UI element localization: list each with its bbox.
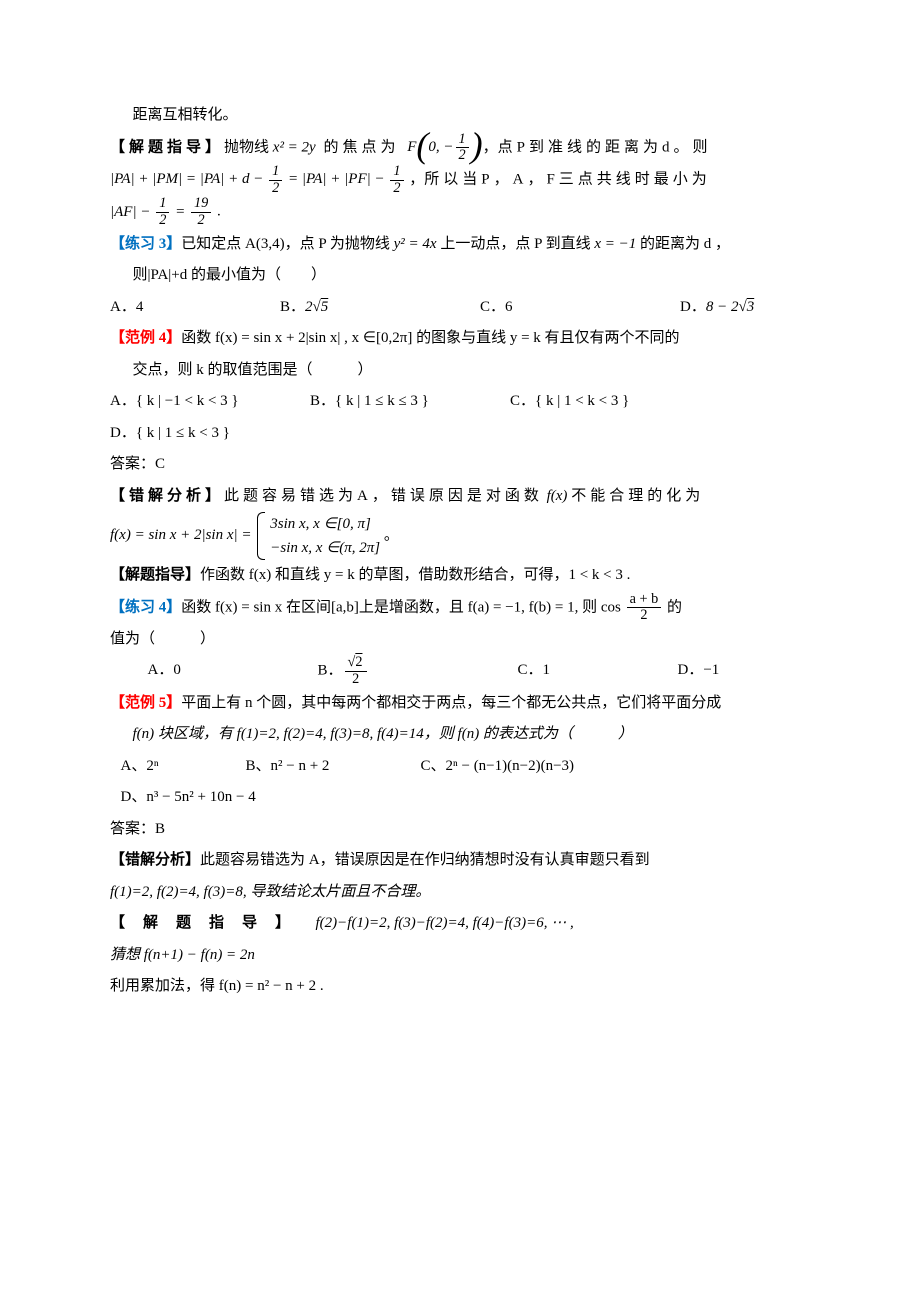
option-d: D．8 − 2√3 bbox=[680, 292, 786, 324]
fl4-q: 交点，则 k 的取值范围是（ ） bbox=[110, 355, 810, 387]
txt: 的距离为 d ， bbox=[636, 236, 730, 252]
jtzd5-b: 猜想 f(n+1) − f(n) = 2n bbox=[110, 940, 810, 972]
jtzd-label: 【解题指导】 bbox=[110, 567, 200, 583]
jtzd5-c: 利用累加法，得 f(n) = n² − n + 2 . bbox=[110, 971, 810, 1003]
math: x = −1 bbox=[594, 236, 636, 252]
fl5-q: f(n) 块区域，有 f(1)=2, f(2)=4, f(3)=8, f(4)=… bbox=[110, 719, 810, 751]
cjfx5: 【错解分析】此题容易错选为 A，错误原因是在作归纳猜想时没有认真审题只看到 bbox=[110, 845, 810, 877]
frac: a + b2 bbox=[627, 592, 662, 624]
jtzd1-line2: |PA| + |PM| = |PA| + d − 12 = |PA| + |PF… bbox=[110, 164, 810, 196]
option-b: B．2√5 bbox=[280, 292, 480, 324]
txt: 平面上有 n 个圆，其中每两个都相交于两点，每三个都无公共点，它们将平面分成 bbox=[181, 695, 721, 711]
txt: 抛物线 bbox=[224, 139, 273, 155]
txt: 函数 f(x) = sin x + 2|sin x| , x ∈[0,2π] 的… bbox=[181, 330, 679, 346]
option-d: D．{ k | 1 ≤ k < 3 } bbox=[110, 418, 260, 450]
cjfx5-b: f(1)=2, f(2)=4, f(3)=8, 导致结论太片面且不合理。 bbox=[110, 877, 810, 909]
piece: −sin x, x ∈(π, 2π] bbox=[270, 536, 380, 560]
lx3-q: 则|PA|+d 的最小值为（ ） bbox=[110, 260, 810, 292]
math: f(1)=2, f(2)=4, f(3)=8, 导致结论太片面且不合理。 bbox=[110, 884, 430, 900]
practice-label: 【练习 3】 bbox=[110, 236, 181, 252]
option-d: D、n³ − 5n² + 10n − 4 bbox=[121, 782, 286, 814]
option-c: C．6 bbox=[480, 292, 680, 324]
option-c: C．1 bbox=[518, 655, 678, 687]
option-b: B．{ k | 1 ≤ k ≤ 3 } bbox=[310, 386, 510, 418]
math: f(n) 块区域，有 f(1)=2, f(2)=4, f(3)=8, f(4)=… bbox=[133, 726, 633, 742]
option-a: A．{ k | −1 < k < 3 } bbox=[110, 386, 310, 418]
txt: 已知定点 A(3,4)，点 P 为抛物线 bbox=[181, 236, 393, 252]
piece: 3sin x, x ∈[0, π] bbox=[270, 512, 380, 536]
jtzd-label: 【解题指导】 bbox=[110, 915, 308, 931]
paren-left: ( bbox=[416, 125, 428, 165]
jtzd5: 【解题指导】 f(2)−f(1)=2, f(3)−f(2)=4, f(4)−f(… bbox=[110, 908, 810, 940]
cjfx4: 【错解分析】此题容易错选为A，错误原因是对函数 f(x) 不能合理的化为 bbox=[110, 481, 810, 513]
math: |AF| − 12 = 192 bbox=[110, 204, 217, 220]
lx3-options: A．4 B．2√5 C．6 D．8 − 2√3 bbox=[110, 292, 810, 324]
math-piecewise: f(x) = sin x + 2|sin x| = 3sin x, x ∈[0,… bbox=[110, 527, 384, 543]
lx4-options: A．0 B．√22 C．1 D．−1 bbox=[110, 655, 810, 687]
txt: 此题容易错选为 A，错误原因是在作归纳猜想时没有认真审题只看到 bbox=[200, 852, 650, 868]
math: f(2)−f(1)=2, f(3)−f(2)=4, f(4)−f(3)=6, ⋯… bbox=[316, 915, 574, 931]
txt: 所以当P，A，F三点共线时最小为 bbox=[424, 171, 711, 187]
math: f(x) bbox=[543, 488, 571, 504]
txt: 不能合理的化为 bbox=[571, 488, 704, 504]
jtzd1-line3: |AF| − 12 = 192 . bbox=[110, 196, 810, 228]
example-label: 【范例 5】 bbox=[110, 695, 181, 711]
cjfx4-eq: f(x) = sin x + 2|sin x| = 3sin x, x ∈[0,… bbox=[110, 512, 810, 560]
wrong-analysis-label: 【错解分析】 bbox=[110, 488, 224, 504]
txt: 的焦点为 bbox=[316, 139, 408, 155]
option-d: D．−1 bbox=[678, 655, 750, 687]
wrong-analysis-label: 【错解分析】 bbox=[110, 852, 200, 868]
math: |PA| + |PM| = |PA| + d − 12 = |PA| + |PF… bbox=[110, 171, 409, 187]
option-a: A、2ⁿ bbox=[121, 751, 246, 783]
option-a: A．4 bbox=[110, 292, 280, 324]
txt: 函数 f(x) = sin x 在区间[a,b]上是增函数，且 f(a) = −… bbox=[181, 599, 624, 615]
piecewise: 3sin x, x ∈[0, π] −sin x, x ∈(π, 2π] bbox=[255, 512, 380, 560]
option-c: C、2ⁿ − (n−1)(n−2)(n−3) bbox=[421, 751, 681, 783]
math: x² = 2y bbox=[273, 139, 316, 155]
txt: 的 bbox=[663, 599, 682, 615]
fl4-answer: 答案：C bbox=[110, 449, 810, 481]
option-b: B、n² − n + 2 bbox=[246, 751, 421, 783]
fl4: 【范例 4】函数 f(x) = sin x + 2|sin x| , x ∈[0… bbox=[110, 323, 810, 355]
fl5-answer: 答案：B bbox=[110, 814, 810, 846]
example-label: 【范例 4】 bbox=[110, 330, 181, 346]
jtzd1-block: 【解题指导】抛物线 x² = 2y 的焦点为 F(0, −12)，点P到准线的距… bbox=[110, 132, 810, 164]
math: y² = 4x bbox=[394, 236, 437, 252]
fl4-options: A．{ k | −1 < k < 3 } B．{ k | 1 ≤ k ≤ 3 }… bbox=[110, 386, 810, 449]
math: 猜想 f(n+1) − f(n) = 2n bbox=[110, 947, 255, 963]
fl5-options: A、2ⁿ B、n² − n + 2 C、2ⁿ − (n−1)(n−2)(n−3)… bbox=[110, 751, 810, 814]
txt: 上一动点，点 P 到直线 bbox=[437, 236, 595, 252]
lx4: 【练习 4】函数 f(x) = sin x 在区间[a,b]上是增函数，且 f(… bbox=[110, 592, 810, 624]
lx3: 【练习 3】已知定点 A(3,4)，点 P 为抛物线 y² = 4x 上一动点，… bbox=[110, 229, 810, 261]
option-b: B．√22 bbox=[318, 655, 518, 687]
practice-label: 【练习 4】 bbox=[110, 599, 181, 615]
lx4-q: 值为（ ） bbox=[110, 624, 810, 656]
jtzd4: 【解题指导】作函数 f(x) 和直线 y = k 的草图，借助数形结合，可得，1… bbox=[110, 560, 810, 592]
continuation-line: 距离互相转化。 bbox=[110, 100, 810, 132]
txt: 此题容易错选为A，错误原因是对函数 bbox=[224, 488, 543, 504]
math-F: F(0, −12) bbox=[407, 139, 482, 155]
txt: 点P到准线的距离为d。则 bbox=[498, 139, 712, 155]
jtzd-label: 【解题指导】 bbox=[110, 139, 224, 155]
option-a: A．0 bbox=[148, 655, 318, 687]
option-c: C．{ k | 1 < k < 3 } bbox=[510, 386, 710, 418]
paren-right: ) bbox=[471, 125, 483, 165]
txt: 作函数 f(x) 和直线 y = k 的草图，借助数形结合，可得，1 < k <… bbox=[200, 567, 630, 583]
fl5: 【范例 5】平面上有 n 个圆，其中每两个都相交于两点，每三个都无公共点，它们将… bbox=[110, 688, 810, 720]
